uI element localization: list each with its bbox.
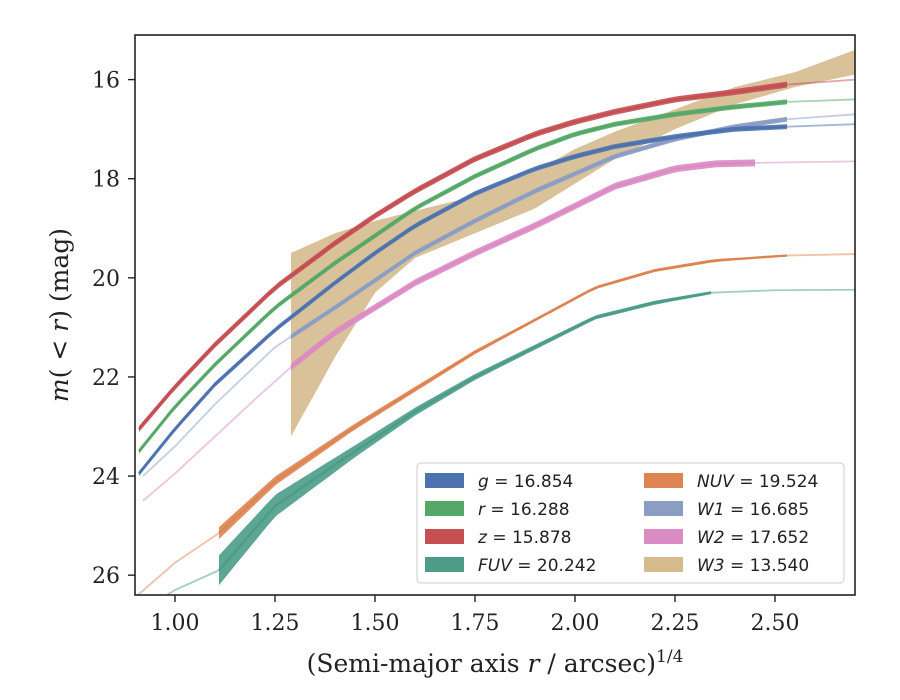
legend-swatch	[425, 501, 464, 516]
series-w3	[291, 49, 855, 437]
legend-label: z = 15.878	[477, 528, 571, 548]
series-r	[138, 98, 855, 454]
legend-swatch	[425, 529, 464, 544]
legend-item: z = 15.878	[425, 528, 571, 548]
x-tick-label: 2.50	[751, 611, 800, 636]
x-tick-label: 2.00	[551, 611, 600, 636]
legend-item: W1 = 16.685	[644, 500, 809, 520]
legend-swatch	[425, 557, 464, 572]
line-g-extrapolated	[138, 123, 855, 475]
series-nuv	[136, 253, 855, 595]
legend-item: FUV = 20.242	[425, 556, 596, 576]
legend-label: W1 = 16.685	[697, 500, 809, 520]
series-layer	[136, 49, 855, 595]
line-r	[138, 100, 788, 453]
y-axis-label: m( < r) (mag)	[45, 228, 74, 402]
legend-swatch	[425, 473, 464, 488]
y-tick-label: 20	[92, 267, 120, 292]
y-tick-label: 16	[92, 69, 120, 94]
band-r	[139, 99, 787, 454]
legend-swatch	[644, 529, 683, 544]
line-w2	[290, 161, 756, 368]
series-fuv	[165, 288, 855, 595]
legend-label: W3 = 13.540	[697, 556, 809, 576]
legend-label: NUV = 19.524	[697, 472, 818, 492]
legend-swatch	[644, 473, 683, 488]
series-z	[138, 78, 855, 432]
line-z-extrapolated	[138, 78, 855, 430]
x-tick-label: 2.25	[651, 611, 700, 636]
series-w1	[142, 113, 855, 477]
x-tick-label: 1.75	[451, 611, 500, 636]
y-tick-label: 22	[92, 366, 120, 391]
series-g	[138, 123, 855, 477]
x-tick-label: 1.50	[351, 611, 400, 636]
line-fuv	[218, 291, 712, 572]
legend-label: W2 = 17.652	[697, 528, 809, 548]
legend-label: r = 16.288	[478, 500, 570, 520]
legend-box	[416, 462, 845, 584]
y-tick-label: 24	[92, 465, 120, 490]
legend-label: g = 16.854	[478, 472, 573, 492]
line-g	[138, 125, 788, 475]
legend-label: FUV = 20.242	[478, 556, 596, 576]
legend-item: W3 = 13.540	[644, 556, 809, 576]
plot-frame	[134, 34, 856, 596]
legend-swatch	[644, 501, 683, 516]
y-tick-label: 26	[92, 564, 120, 589]
legend-item: r = 16.288	[425, 500, 570, 520]
line-w1-extrapolated	[142, 113, 855, 477]
band-g	[139, 124, 787, 477]
x-tick-label: 1.00	[151, 611, 200, 636]
line-z	[138, 83, 788, 430]
legend-item: NUV = 19.524	[644, 472, 818, 492]
series-w2	[142, 159, 855, 502]
legend-item: g = 16.854	[425, 472, 573, 492]
y-tick-label: 18	[92, 168, 120, 193]
legend-item: W2 = 17.652	[644, 528, 809, 548]
axis-ticks: 1.00 1.25 1.50 1.75 2.00 2.25 2.50 16 18 20 22 24 26	[92, 69, 799, 636]
legend-swatch	[644, 557, 683, 572]
x-tick-label: 1.25	[251, 611, 300, 636]
x-axis-label: (Semi-major axis r / arcsec)1/4	[307, 647, 684, 678]
band-w3	[291, 49, 855, 437]
legend: g = 16.854 r = 16.288 z = 15.878 FUV = 20.2…	[416, 462, 845, 584]
line-nuv	[218, 254, 788, 534]
